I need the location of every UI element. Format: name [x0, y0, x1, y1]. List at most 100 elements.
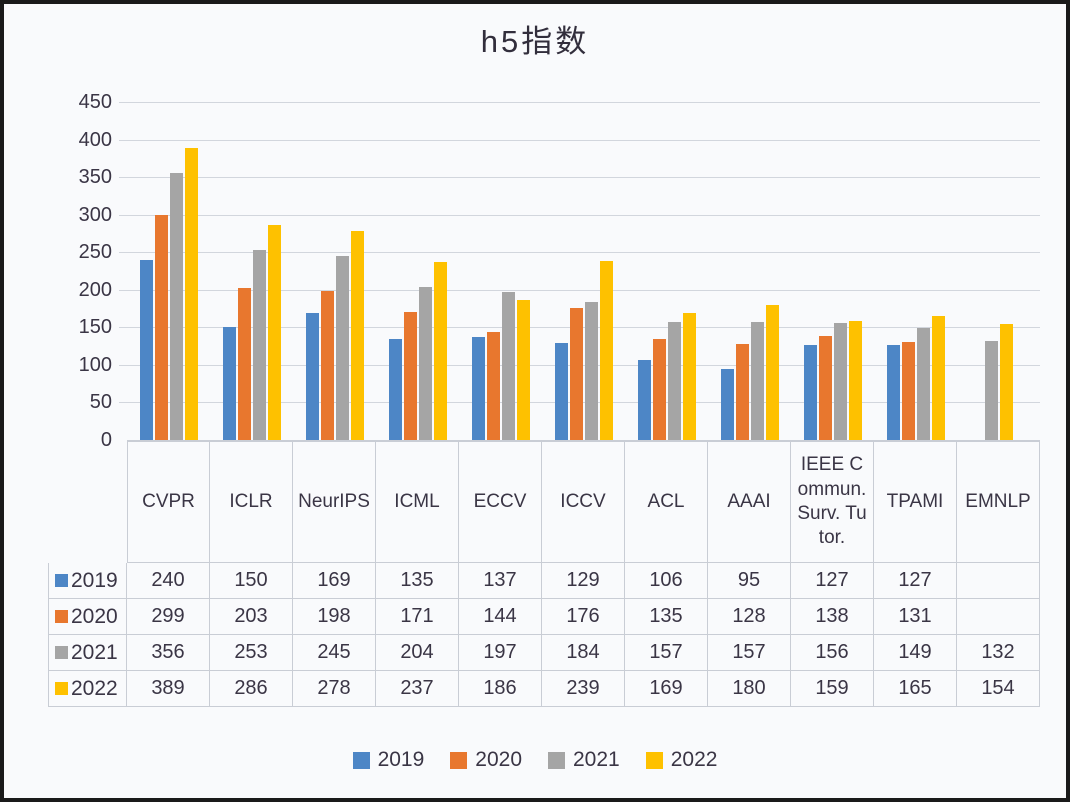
chart-legend: 2019 2020 2021 2022: [4, 748, 1066, 772]
gridline-200: [119, 289, 1040, 291]
series-key-cell: 2021: [48, 635, 127, 671]
chart-title: h5指数: [480, 24, 590, 59]
value-cell: 165: [874, 671, 957, 707]
bar-2022-AAAI: [765, 304, 779, 440]
category-cell: ACL: [625, 441, 708, 563]
value-cell: 128: [708, 599, 791, 635]
legend-label: 2020: [475, 748, 522, 771]
y-axis-label: 400: [78, 128, 112, 151]
value-cell: [957, 563, 1040, 599]
legend-item: 2020: [450, 748, 522, 772]
value-cell: 198: [293, 599, 376, 635]
value-cell: 157: [708, 635, 791, 671]
bar-2020-TPAMI: [901, 341, 915, 440]
bar-2021-ICML: [418, 286, 432, 440]
legend-swatch: [548, 751, 565, 769]
category-cell: TPAMI: [874, 441, 957, 563]
bar-group-IEEE Commun. Surv. Tutor.: [791, 102, 874, 440]
bar-2022-ICCV: [599, 260, 613, 440]
y-axis-label: 200: [78, 278, 112, 301]
series-year-label: 2019: [71, 568, 118, 592]
bar-group-EMNLP: [957, 102, 1040, 440]
bar-2021-IEEE Commun. Surv. Tutor.: [833, 322, 847, 440]
category-cell: NeurIPS: [293, 441, 376, 563]
legend-swatch: [645, 751, 663, 769]
legend-label: 2021: [573, 748, 620, 771]
value-cell: 129: [542, 563, 625, 599]
value-cell: 131: [874, 599, 957, 635]
value-cell: 156: [791, 635, 874, 671]
value-cell: 127: [791, 563, 874, 599]
bar-2019-CVPR: [139, 259, 153, 440]
y-axis-label: 300: [78, 203, 112, 226]
category-cell: ICCV: [542, 441, 625, 563]
value-cell: 169: [625, 671, 708, 707]
bar-group-TPAMI: [874, 102, 957, 440]
value-cell: 204: [376, 635, 459, 671]
value-cell: 239: [542, 671, 625, 707]
value-cell: 169: [293, 563, 376, 599]
bar-group-ICML: [376, 102, 459, 440]
value-cell: 132: [957, 635, 1040, 671]
value-cell: 159: [791, 671, 874, 707]
y-axis-label: 450: [78, 91, 112, 113]
bar-group-ICLR: [210, 102, 293, 440]
value-cell: 150: [210, 563, 293, 599]
category-cell: CVPR: [127, 441, 210, 563]
series-year-label: 2020: [71, 604, 118, 628]
value-cell: 135: [376, 563, 459, 599]
gridline-450: [119, 102, 1040, 103]
bar-2021-AAAI: [750, 322, 764, 440]
value-cell: 356: [127, 635, 210, 671]
bar-2019-ECCV: [471, 337, 485, 440]
bar-2022-NeurIPS: [350, 231, 364, 440]
value-cell: 154: [957, 671, 1040, 707]
gridline-350: [119, 177, 1040, 179]
gridline-250: [119, 252, 1040, 254]
y-axis-label: 0: [100, 429, 112, 451]
series-key-cell: 2022: [48, 671, 127, 707]
bar-group-AAAI: [708, 102, 791, 440]
category-cell: ICML: [376, 441, 459, 563]
legend-key-swatch: [55, 646, 68, 659]
bar-group-ICCV: [542, 102, 625, 440]
y-axis-label: 50: [89, 391, 112, 414]
bar-2022-ECCV: [516, 300, 530, 440]
value-cell: 137: [459, 563, 542, 599]
value-cell: 138: [791, 599, 874, 635]
value-cell: 95: [708, 563, 791, 599]
series-key-cell: 2019: [48, 563, 127, 599]
value-cell: 203: [210, 599, 293, 635]
value-cell: 253: [210, 635, 293, 671]
bar-2022-CVPR: [184, 147, 198, 440]
value-cell: 180: [708, 671, 791, 707]
bar-2019-IEEE Commun. Surv. Tutor.: [803, 344, 817, 440]
gridline-300: [119, 214, 1040, 216]
bar-2019-ICML: [388, 338, 402, 440]
category-cell: ECCV: [459, 441, 542, 563]
bar-group-ECCV: [459, 102, 542, 440]
bar-2019-ACL: [637, 360, 651, 440]
bar-2020-AAAI: [735, 343, 749, 440]
y-axis-label: 100: [78, 353, 112, 376]
bar-2022-ICLR: [267, 225, 281, 440]
series-key-cell: 2020: [48, 599, 127, 635]
bar-2019-ICLR: [222, 327, 236, 440]
bar-2020-ACL: [652, 338, 666, 440]
bar-2021-CVPR: [169, 172, 183, 440]
series-year-label: 2022: [71, 676, 118, 700]
value-cell: 135: [625, 599, 708, 635]
bar-2020-ECCV: [486, 331, 500, 440]
value-cell: 144: [459, 599, 542, 635]
legend-swatch: [450, 751, 468, 769]
data-table: CVPR ICLR NeurIPS ICML ECCV ICCV ACL AAAI IEEE C…: [48, 441, 1040, 707]
bar-2019-AAAI: [720, 368, 734, 440]
bar-2020-ICCV: [569, 307, 583, 440]
bar-group-NeurIPS: [293, 102, 376, 440]
bar-2021-NeurIPS: [335, 255, 349, 440]
legend-item: 2019: [352, 748, 424, 772]
bar-2020-NeurIPS: [320, 291, 334, 440]
legend-key-swatch: [55, 682, 68, 695]
legend-key-swatch: [55, 610, 68, 623]
